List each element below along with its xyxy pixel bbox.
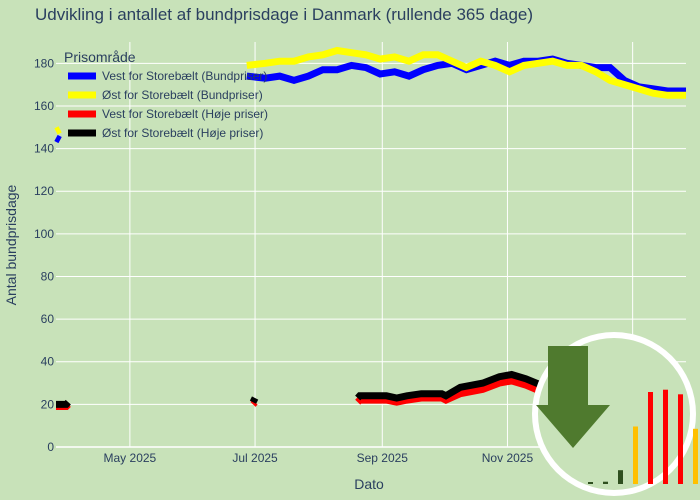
series-line-st-for-storeb-lt-bundpriser — [246, 46, 686, 99]
logo-badge — [532, 332, 698, 496]
logo-bar — [633, 426, 638, 484]
x-tick-label: Jul 2025 — [232, 451, 278, 465]
y-tick-label: 120 — [34, 184, 54, 198]
legend-label: Vest for Storebælt (Høje priser) — [102, 107, 268, 121]
logo-bars — [588, 389, 698, 484]
x-axis-title: Dato — [354, 476, 384, 492]
logo-bar — [693, 428, 698, 484]
y-tick-label: 140 — [34, 142, 54, 156]
series-line-st-for-storeb-lt-bundpriser — [54, 126, 62, 135]
series-line-st-for-storeb-lt-h-je-priser — [56, 399, 71, 408]
logo-bar — [588, 482, 593, 484]
x-tick-label: Sep 2025 — [357, 451, 409, 465]
logo-bar — [603, 481, 608, 484]
y-tick-label: 100 — [34, 227, 54, 241]
y-axis-title: Antal bundprisdage — [3, 184, 19, 305]
logo-bar — [663, 389, 668, 484]
y-tick-label: 180 — [34, 56, 54, 70]
down-arrow-icon — [536, 346, 610, 448]
legend-title: Prisområde — [64, 49, 136, 65]
series-line-vest-for-storeb-lt-bundpriser — [54, 134, 62, 144]
legend-label: Øst for Storebælt (Høje priser) — [102, 126, 263, 140]
logo-bar — [678, 394, 683, 484]
y-tick-label: 20 — [41, 397, 55, 411]
logo-bar — [648, 392, 653, 484]
legend-label: Vest for Storebælt (Bundpriser) — [102, 69, 267, 83]
y-tick-label: 60 — [41, 312, 55, 326]
y-tick-label: 0 — [47, 440, 54, 454]
y-axis-ticks: 0 20 40 60 80 100 120 140 160 180 — [34, 56, 54, 454]
y-tick-label: 80 — [41, 269, 55, 283]
series-line-st-for-storeb-lt-h-je-priser — [249, 396, 259, 404]
y-tick-label: 40 — [41, 355, 55, 369]
legend-items: Vest for Storebælt (Bundpriser) Øst for S… — [68, 69, 268, 140]
y-tick-label: 160 — [34, 99, 54, 113]
x-tick-label: May 2025 — [104, 451, 157, 465]
axes: 0 20 40 60 80 100 120 140 160 180 May 2025 Jul 202… — [34, 56, 658, 465]
legend-label: Øst for Storebælt (Bundpriser) — [102, 88, 263, 102]
x-tick-label: Nov 2025 — [482, 451, 534, 465]
chart-title: Udvikling i antallet af bundprisdage i D… — [35, 5, 533, 24]
logo-bar — [618, 470, 623, 484]
legend: Prisområde Vest for Storebælt (Bundprise… — [64, 49, 268, 140]
